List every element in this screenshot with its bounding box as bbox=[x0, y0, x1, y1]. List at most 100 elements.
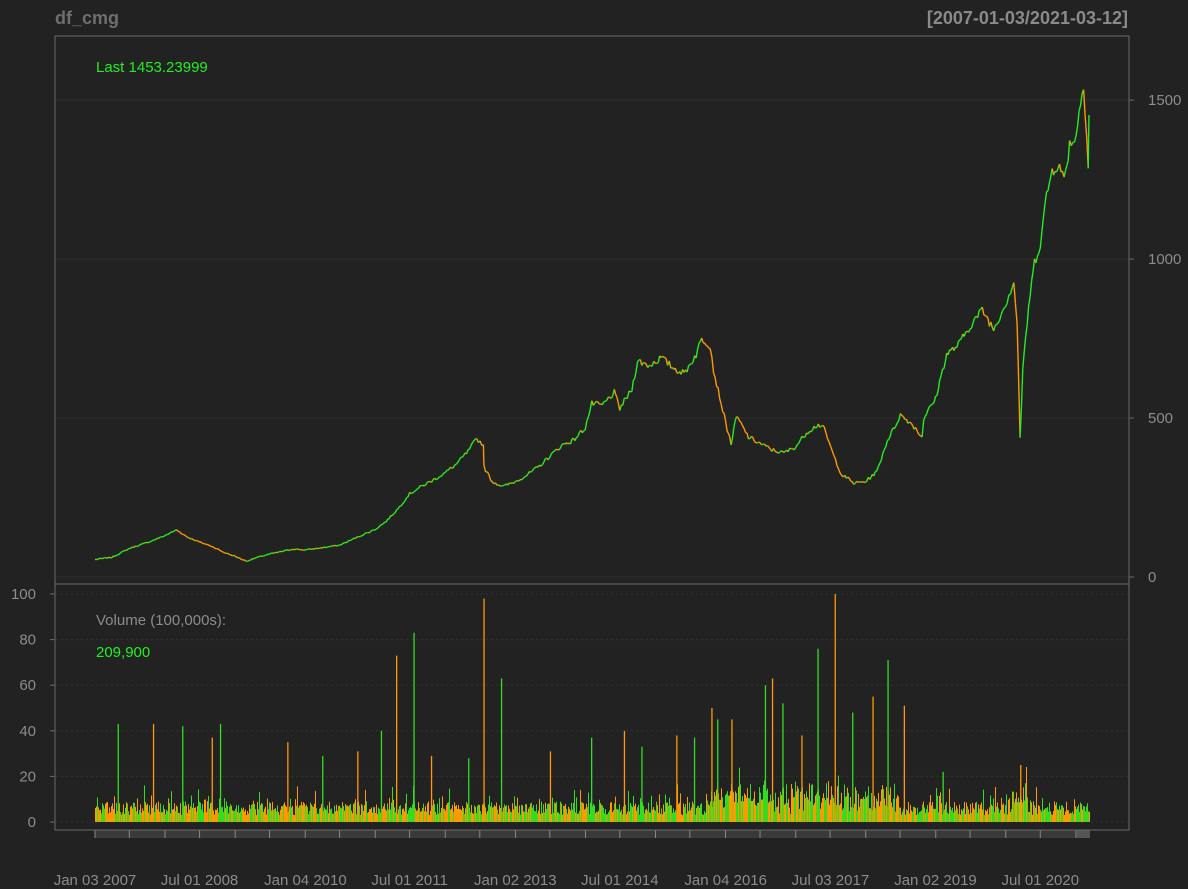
price-segment bbox=[725, 421, 728, 431]
price-segment bbox=[200, 541, 204, 544]
volume-bar bbox=[387, 803, 388, 822]
volume-bar bbox=[454, 802, 455, 822]
volume-bar bbox=[808, 799, 809, 822]
volume-bar bbox=[213, 810, 214, 822]
volume-bar bbox=[965, 814, 966, 822]
price-segment bbox=[967, 328, 971, 333]
volume-bar bbox=[309, 811, 310, 822]
volume-bar bbox=[110, 812, 111, 822]
volume-bar bbox=[1038, 805, 1039, 822]
volume-bar bbox=[463, 808, 464, 822]
price-segment bbox=[417, 485, 421, 489]
volume-bar bbox=[842, 809, 843, 822]
volume-bar bbox=[99, 810, 100, 822]
volume-bar bbox=[186, 805, 187, 822]
volume-bar bbox=[901, 814, 902, 822]
volume-bar bbox=[134, 803, 135, 822]
price-segment bbox=[810, 429, 813, 433]
price-segment bbox=[1032, 258, 1036, 272]
volume-bar bbox=[115, 813, 116, 822]
price-segment bbox=[885, 440, 889, 447]
volume-bar bbox=[417, 810, 418, 822]
price-segment bbox=[393, 512, 396, 515]
volume-bar bbox=[429, 815, 430, 822]
volume-bar bbox=[325, 809, 326, 822]
volume-bar bbox=[482, 804, 483, 822]
volume-bar bbox=[647, 810, 648, 822]
price-segment bbox=[340, 543, 343, 546]
volume-spike bbox=[771, 678, 774, 822]
price-segment bbox=[236, 556, 239, 559]
volume-bar bbox=[627, 811, 628, 822]
volume-spike bbox=[219, 724, 222, 822]
volume-bar bbox=[495, 806, 496, 822]
volume-bar bbox=[652, 809, 653, 822]
price-segment bbox=[705, 344, 708, 347]
volume-bar bbox=[289, 806, 290, 822]
volume-bar bbox=[785, 803, 786, 822]
price-segment bbox=[839, 472, 843, 477]
volume-bar bbox=[768, 802, 769, 822]
volume-bar bbox=[595, 813, 596, 822]
volume-bar bbox=[895, 811, 896, 822]
price-segment bbox=[1004, 302, 1008, 308]
volume-bar bbox=[907, 810, 908, 822]
volume-bar bbox=[946, 802, 947, 822]
price-segment bbox=[510, 482, 513, 484]
volume-bar bbox=[145, 802, 146, 822]
last-price-label: Last 1453.23999 bbox=[96, 59, 208, 76]
volume-bar bbox=[448, 802, 449, 822]
volume-bar bbox=[360, 814, 361, 822]
volume-bar bbox=[972, 802, 973, 822]
volume-bar bbox=[962, 810, 963, 822]
price-segment bbox=[741, 425, 745, 429]
price-segment bbox=[401, 502, 405, 505]
price-segment bbox=[409, 491, 412, 494]
volume-bar bbox=[334, 805, 335, 822]
price-segment bbox=[173, 529, 176, 533]
volume-bar bbox=[880, 801, 881, 822]
price-segment bbox=[819, 425, 822, 428]
volume-bar bbox=[614, 803, 615, 822]
volume-bar bbox=[391, 802, 392, 822]
price-segment bbox=[553, 448, 557, 452]
volume-bar bbox=[665, 794, 666, 822]
volume-bar bbox=[410, 806, 411, 822]
price-segment bbox=[662, 355, 665, 358]
volume-bar bbox=[462, 805, 463, 822]
price-segment bbox=[518, 479, 521, 482]
volume-bar bbox=[598, 810, 599, 822]
volume-bar bbox=[384, 803, 385, 822]
volume-bar bbox=[658, 813, 659, 822]
volume-bar bbox=[556, 801, 557, 822]
price-segment bbox=[196, 539, 199, 542]
price-segment bbox=[778, 450, 782, 454]
volume-bar bbox=[460, 809, 461, 822]
volume-bar bbox=[274, 809, 275, 822]
volume-bar bbox=[740, 784, 741, 822]
volume-bar bbox=[129, 814, 130, 822]
volume-bar bbox=[720, 799, 721, 822]
volume-bar bbox=[190, 806, 191, 822]
volume-bar bbox=[761, 799, 762, 822]
price-segment bbox=[879, 459, 882, 464]
price-segment bbox=[1044, 191, 1048, 204]
volume-bar bbox=[1071, 813, 1072, 822]
volume-bar bbox=[308, 814, 309, 822]
volume-bar bbox=[1084, 806, 1085, 822]
volume-bar bbox=[493, 806, 494, 822]
price-segment bbox=[606, 396, 609, 401]
volume-bar bbox=[341, 808, 342, 822]
price-segment bbox=[925, 409, 929, 415]
price-segment bbox=[695, 349, 699, 359]
volume-bar bbox=[526, 804, 527, 822]
volume-bar bbox=[687, 796, 688, 822]
volume-bar bbox=[418, 802, 419, 822]
volume-bar bbox=[567, 813, 568, 822]
volume-bar bbox=[184, 806, 185, 822]
volume-bar bbox=[226, 801, 227, 822]
volume-bar bbox=[375, 813, 376, 822]
volume-bar bbox=[167, 811, 168, 822]
price-segment bbox=[970, 322, 974, 329]
volume-bar bbox=[683, 803, 684, 822]
